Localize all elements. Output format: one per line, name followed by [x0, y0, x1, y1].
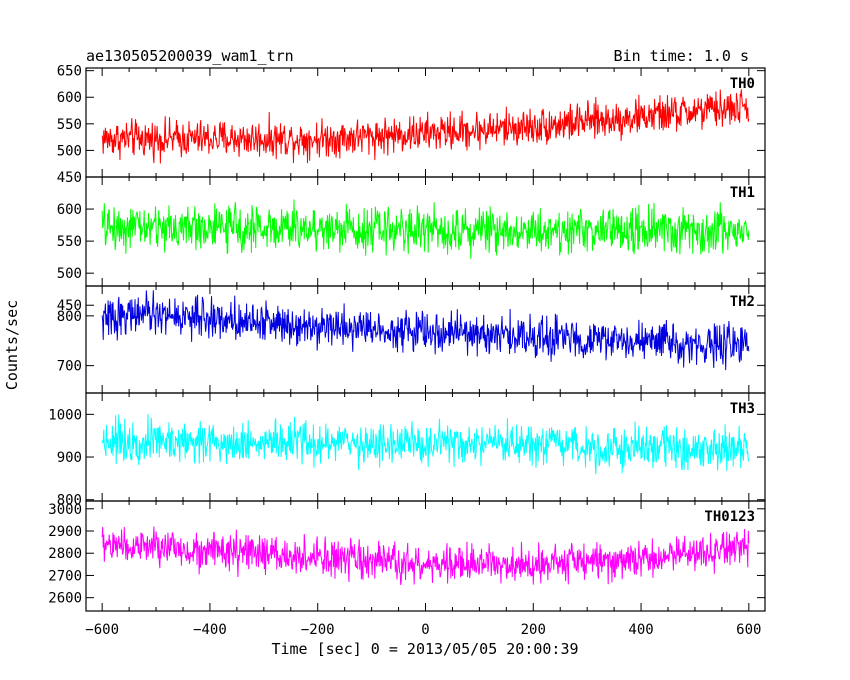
- y-tick-label: 600: [57, 202, 82, 218]
- y-tick-label: 800: [57, 309, 82, 325]
- series-line-th2: [101, 290, 750, 371]
- y-tick-label: 450: [57, 298, 82, 314]
- x-tick-label: −400: [193, 622, 227, 638]
- y-tick-label: 600: [57, 90, 82, 106]
- series-name-th3: TH3: [730, 401, 755, 417]
- y-tick-label: 2600: [48, 591, 82, 607]
- y-tick-label: 2800: [48, 546, 82, 562]
- series-line-th3: [101, 413, 750, 475]
- series-name-th2: TH2: [730, 294, 755, 310]
- panel-th2: 700 800 TH2: [57, 285, 766, 394]
- series-name-th0: TH0: [730, 76, 755, 92]
- x-tick-label: −200: [301, 622, 335, 638]
- series-line-th0123: [101, 526, 750, 586]
- y-tick-label: 550: [57, 234, 82, 250]
- panels: 450 500 550 600 650 TH0 450 500 550 600 TH1 700 800 T…: [48, 64, 766, 612]
- y-axis-label: Counts/sec: [3, 300, 21, 390]
- panel-th0: 450 500 550 600 650 TH0: [57, 64, 766, 186]
- series-name-th0123: TH0123: [704, 509, 755, 525]
- y-tick-label: 500: [57, 266, 82, 282]
- series-line-th0: [101, 89, 750, 164]
- series-line-th1: [101, 199, 750, 259]
- y-tick-label: 1000: [48, 407, 82, 423]
- y-tick-label: 3000: [48, 502, 82, 518]
- series-name-th1: TH1: [730, 185, 755, 201]
- x-axis: −600 −400 −200 0 200 400 600: [85, 622, 761, 638]
- y-tick-label: 650: [57, 64, 82, 80]
- chart-title: ae130505200039_wam1_trn: [86, 47, 294, 65]
- panel-th1: 450 500 550 600 TH1: [57, 176, 766, 314]
- y-tick-label: 550: [57, 117, 82, 133]
- y-tick-label: 800: [57, 493, 82, 509]
- y-tick-label: 2900: [48, 524, 82, 540]
- x-tick-label: 400: [628, 622, 653, 638]
- y-tick-label: 450: [57, 170, 82, 186]
- y-tick-label: 2700: [48, 568, 82, 584]
- x-tick-label: 0: [421, 622, 429, 638]
- bin-time-label: Bin time: 1.0 s: [614, 47, 749, 65]
- x-tick-label: 600: [736, 622, 761, 638]
- x-axis-label: Time [sec] 0 = 2013/05/05 20:00:39: [271, 640, 578, 658]
- x-tick-label: 200: [521, 622, 546, 638]
- y-tick-label: 900: [57, 450, 82, 466]
- panel-th0123: 2600 2700 2800 2900 3000 TH0123: [48, 500, 766, 612]
- panel-th3: 800 900 1000 TH3: [48, 392, 766, 509]
- y-tick-label: 700: [57, 359, 82, 375]
- x-tick-label: −600: [85, 622, 119, 638]
- y-tick-label: 500: [57, 143, 82, 159]
